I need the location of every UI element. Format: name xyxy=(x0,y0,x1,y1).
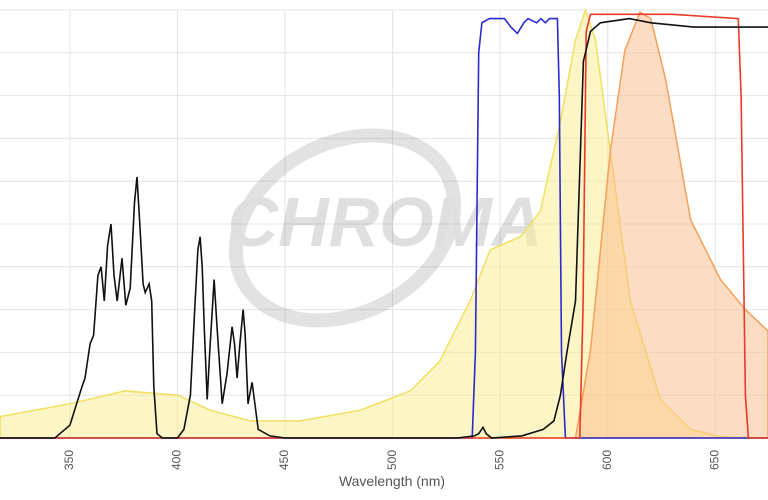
x-axis-label: Wavelength (nm) xyxy=(339,473,445,489)
x-tick-label: 550 xyxy=(492,450,506,470)
watermark-text: CHROMA xyxy=(228,183,543,261)
x-tick-label: 350 xyxy=(62,450,76,470)
line xyxy=(0,13,768,439)
watermark: CHROMA xyxy=(228,128,543,328)
x-tick-label: 400 xyxy=(170,450,184,470)
line xyxy=(0,17,768,439)
x-tick-label: 450 xyxy=(277,450,291,470)
area xyxy=(574,11,768,439)
line xyxy=(0,17,768,439)
x-tick-label: 600 xyxy=(600,450,614,470)
x-tick-label: 650 xyxy=(707,450,721,470)
watermark-swoosh xyxy=(228,128,462,328)
x-tick-label: 500 xyxy=(385,450,399,470)
